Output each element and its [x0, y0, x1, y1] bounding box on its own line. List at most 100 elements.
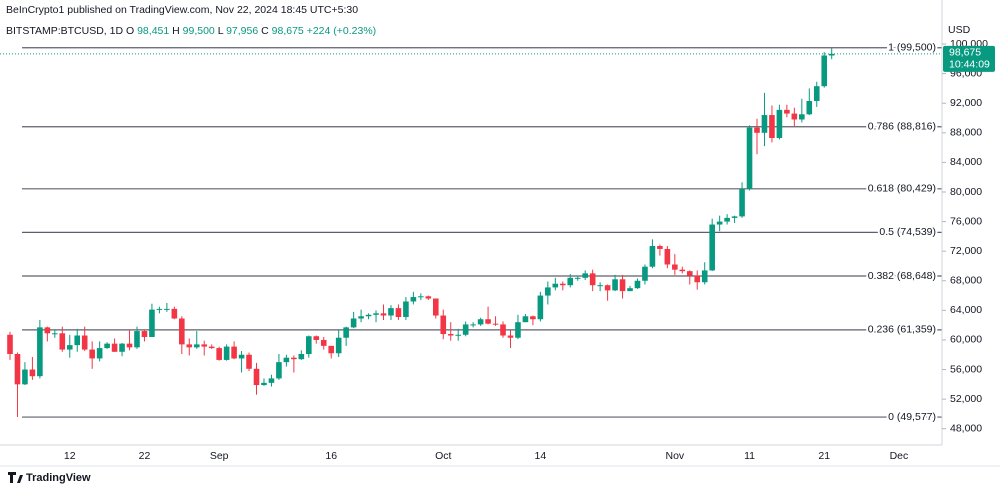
legend-part: C — [261, 25, 269, 37]
candle-body — [492, 323, 499, 325]
candle-body — [7, 334, 13, 355]
candle-body — [403, 301, 409, 318]
candle-body — [373, 313, 379, 315]
legend-part: L — [218, 25, 224, 37]
candle-body — [455, 334, 461, 336]
candle-body — [485, 319, 491, 324]
candle-body — [559, 283, 566, 286]
candle-body — [320, 339, 327, 346]
candle-body — [813, 86, 820, 101]
legend-part: 98,675 — [272, 25, 304, 37]
candle-body — [500, 324, 506, 336]
x-tick-label: 12 — [64, 450, 76, 462]
candle-body — [328, 345, 335, 354]
candle-body — [141, 331, 148, 337]
candle-body — [709, 224, 715, 271]
candle-body — [395, 308, 402, 318]
x-tick-label: 14 — [535, 450, 547, 462]
candle-body — [642, 266, 648, 281]
y-tick-label: 64,000 — [950, 304, 982, 316]
candle-body — [694, 275, 701, 283]
candle-body — [201, 344, 208, 347]
candle-body — [574, 277, 581, 279]
candle-body — [111, 343, 118, 352]
candle-body — [761, 115, 768, 133]
candle-body — [739, 189, 745, 217]
candle-body — [335, 337, 342, 354]
candle-body — [216, 348, 222, 360]
candle-body — [59, 333, 66, 350]
fib-level-label: 0 (49,577) — [888, 411, 936, 423]
candle-body — [470, 324, 476, 326]
candle-body — [731, 216, 738, 218]
candle-body — [821, 55, 828, 87]
candle-body — [627, 288, 633, 292]
candle-body — [358, 316, 364, 319]
candle-body — [776, 109, 783, 138]
candle-body — [791, 113, 798, 120]
candle-body — [537, 295, 544, 320]
candle-body — [268, 378, 275, 383]
candle-body — [156, 308, 163, 310]
candle-body — [432, 298, 439, 316]
y-tick-label: 52,000 — [950, 393, 982, 405]
candle-body — [522, 316, 529, 323]
candle-body — [96, 348, 103, 359]
fib-level-label: 0.5 (74,539) — [879, 226, 936, 238]
candle-body — [515, 322, 521, 338]
y-tick-label: 48,000 — [950, 423, 982, 435]
candle-body — [754, 127, 760, 133]
symbol-legend: BITSTAMP:BTCUSD, 1D O 98,451 H 99,500 L … — [6, 25, 376, 37]
candle-body — [806, 100, 813, 115]
legend-part: 99,500 — [183, 25, 215, 37]
candle-body — [350, 318, 357, 328]
candle-body — [634, 280, 641, 289]
candle-body — [119, 343, 125, 352]
candle-body — [604, 285, 611, 291]
fib-level-label: 0.382 (68,648) — [868, 270, 936, 282]
candle-body — [186, 344, 193, 348]
candle-body — [164, 308, 170, 310]
x-tick-label: 16 — [325, 450, 337, 462]
x-tick-label: 22 — [139, 450, 151, 462]
x-tick-label: 11 — [744, 450, 755, 462]
candle-body — [171, 308, 178, 319]
y-tick-label: 76,000 — [950, 215, 982, 227]
candle-body — [716, 221, 723, 225]
candle-body — [134, 331, 140, 348]
candle-body — [552, 283, 559, 288]
legend-part: 98,451 — [137, 25, 169, 37]
candle-body — [784, 109, 790, 114]
candle-body — [343, 327, 349, 338]
candle-body — [306, 336, 312, 355]
candle-body — [410, 297, 417, 302]
candle-body — [37, 327, 43, 377]
candle-body — [380, 313, 387, 316]
fib-level-label: 1 (99,500) — [888, 42, 936, 54]
price-tag-countdown: 10:44:09 — [949, 59, 990, 71]
legend-part: H — [172, 25, 180, 37]
currency-label: USD — [948, 24, 971, 36]
candle-body — [799, 114, 805, 120]
candle-body — [66, 345, 73, 350]
candle-body — [81, 335, 88, 350]
candle-body — [253, 368, 260, 386]
legend-part: +224 (+0.23%) — [307, 25, 376, 37]
x-tick-label: Oct — [435, 450, 451, 462]
candle-body — [545, 287, 551, 296]
candle-body — [313, 336, 320, 340]
candle-body — [649, 245, 656, 267]
candle-body — [701, 270, 708, 283]
y-tick-label: 80,000 — [950, 186, 982, 198]
legend-part: BITSTAMP:BTCUSD, 1D — [6, 25, 123, 37]
candle-body — [231, 346, 237, 359]
candle-body — [126, 343, 133, 348]
candle-body — [530, 316, 536, 320]
candle-body — [746, 127, 753, 190]
fib-level-label: 0.618 (80,429) — [868, 183, 936, 195]
logo-icon — [8, 472, 23, 483]
y-tick-label: 56,000 — [950, 363, 982, 375]
candle-body — [261, 382, 267, 386]
candle-body — [89, 349, 95, 359]
